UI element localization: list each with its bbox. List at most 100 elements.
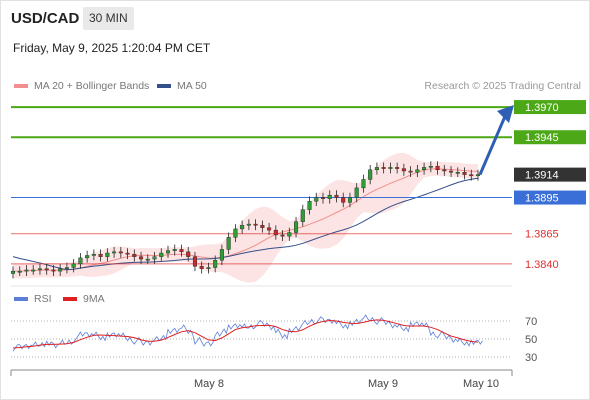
candle	[206, 262, 211, 274]
candle-body	[199, 266, 204, 269]
candle-body	[44, 268, 49, 271]
candle-body	[347, 197, 352, 203]
candle	[415, 164, 420, 178]
candle-body	[78, 257, 83, 265]
candle	[280, 230, 285, 241]
legend-9ma: 9MA	[63, 293, 105, 305]
candle	[307, 196, 312, 215]
level-tag-1.3895	[514, 190, 586, 205]
candle-body	[307, 200, 312, 210]
rsi-level-label-70: 70	[525, 316, 537, 328]
candle	[260, 220, 265, 233]
candle-body	[334, 194, 339, 198]
candle-body	[219, 249, 224, 261]
candle-body	[240, 225, 245, 230]
candle-body	[314, 197, 319, 202]
x-tick-label: May 8	[194, 378, 224, 390]
candle-body	[24, 269, 29, 272]
candle-body	[71, 263, 76, 268]
candle-body	[159, 252, 164, 257]
forecast-arrow-head	[497, 105, 514, 123]
candle-body	[253, 223, 258, 226]
legend-ma50: MA 50	[157, 80, 207, 92]
candle	[267, 222, 272, 235]
candle	[24, 265, 29, 276]
candle	[381, 162, 386, 174]
legend-9ma-swatch	[63, 297, 77, 301]
level-tag-1.3945	[514, 130, 586, 145]
level-label-1.3895: 1.3895	[525, 193, 559, 205]
candle-body	[280, 234, 285, 237]
candle	[98, 249, 103, 262]
candle-body	[98, 254, 103, 257]
candle-body	[118, 251, 123, 254]
candle	[374, 162, 379, 175]
legend-ma50-label: MA 50	[177, 80, 207, 92]
candle-body	[152, 256, 157, 260]
candle-body	[145, 258, 150, 261]
candle	[401, 163, 406, 176]
candle-body	[475, 174, 481, 177]
candle	[192, 251, 197, 272]
level-label-1.3865: 1.3865	[525, 229, 559, 241]
candle-body	[17, 270, 22, 273]
legend-ma20-label: MA 20 + Bollinger Bands	[34, 80, 150, 92]
candle	[354, 183, 359, 203]
candle-body	[354, 187, 359, 198]
candle	[442, 164, 447, 176]
candle-body	[91, 254, 96, 256]
candle-body	[320, 197, 326, 199]
candle	[334, 190, 339, 203]
candle	[44, 263, 49, 275]
candle	[58, 263, 63, 276]
candle-body	[294, 221, 299, 233]
candle-body	[165, 250, 171, 254]
candle-body	[388, 167, 393, 169]
candle	[449, 166, 454, 178]
rsi-level-label-50: 50	[525, 334, 537, 346]
candle	[327, 190, 332, 204]
candle-body	[381, 167, 386, 169]
candle	[341, 192, 346, 208]
candle-body	[51, 269, 56, 272]
candle	[475, 169, 481, 181]
candle-body	[139, 256, 144, 260]
candle	[105, 248, 110, 262]
candle	[435, 161, 440, 175]
level-label-1.3914: 1.3914	[525, 170, 559, 182]
candle-body	[233, 228, 238, 238]
candle	[273, 225, 278, 240]
candle-body	[374, 167, 379, 171]
candle-body	[125, 252, 130, 255]
timeframe-button[interactable]: 30 MIN	[83, 7, 134, 30]
candle-body	[401, 168, 406, 172]
candle-body	[112, 251, 117, 254]
candle-body	[287, 232, 292, 237]
legend-ma50-swatch	[157, 84, 171, 88]
rsi-line	[12, 314, 483, 352]
candle	[17, 266, 22, 276]
level-label-1.3840: 1.3840	[525, 259, 559, 271]
level-label-1.3945: 1.3945	[525, 132, 559, 144]
candle-body	[395, 167, 400, 169]
candle	[91, 249, 96, 261]
candle-body	[213, 260, 218, 268]
candle	[165, 245, 171, 258]
candle-body	[179, 249, 184, 253]
candle-body	[273, 229, 278, 236]
candle	[246, 219, 251, 231]
candle-body	[361, 179, 366, 189]
candle-body	[31, 269, 36, 272]
candle-body	[422, 167, 427, 171]
candle	[199, 261, 204, 274]
candle	[455, 167, 460, 178]
candle-body	[327, 194, 332, 199]
candle-body	[37, 268, 42, 271]
candle	[85, 250, 90, 263]
candle	[132, 249, 137, 262]
candle-body	[246, 223, 251, 226]
candle-body	[408, 170, 413, 173]
x-tick-label: May 9	[368, 378, 398, 390]
candle-body	[85, 255, 90, 259]
